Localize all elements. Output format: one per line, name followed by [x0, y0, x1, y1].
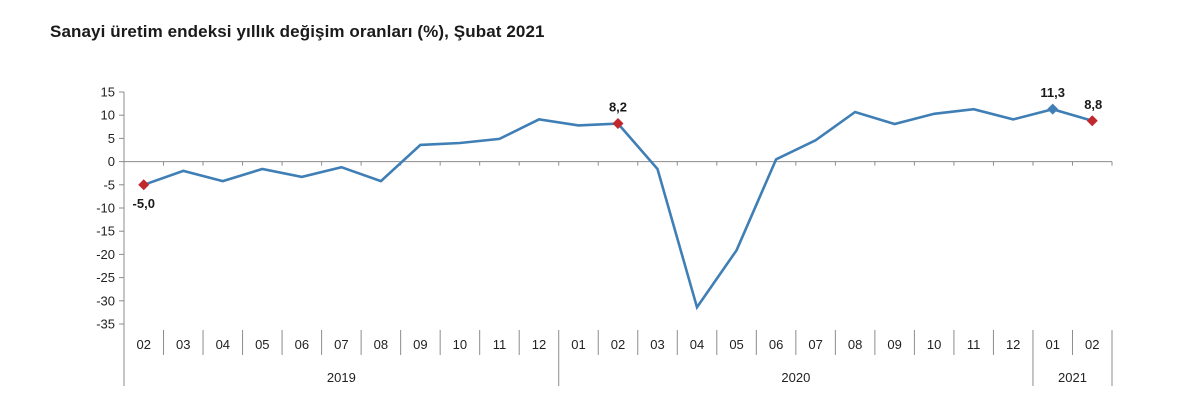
y-tick-label: -25: [96, 270, 115, 285]
x-tick-label: 08: [848, 337, 862, 352]
x-tick-label: 10: [927, 337, 941, 352]
data-label: 8,2: [609, 100, 627, 115]
x-tick-label: 01: [571, 337, 585, 352]
y-tick-label: -20: [96, 247, 115, 262]
year-group-label: 2021: [1058, 370, 1087, 385]
x-tick-label: 06: [769, 337, 783, 352]
x-tick-label: 03: [650, 337, 664, 352]
x-tick-label: 03: [176, 337, 190, 352]
data-markers: -5,0 8,2 11,3 8,8: [133, 85, 1103, 211]
x-tick-label: 01: [1045, 337, 1059, 352]
diamond-marker-icon: [1047, 103, 1059, 115]
x-tick-label: 09: [887, 337, 901, 352]
series-line: [143, 107, 1093, 311]
x-tick-label: 07: [334, 337, 348, 352]
y-tick-label: 15: [101, 85, 115, 100]
data-line: [143, 107, 1093, 311]
x-tick-label: 02: [1085, 337, 1099, 352]
x-tick-label: 05: [255, 337, 269, 352]
x-tick-label: 08: [374, 337, 388, 352]
x-axis: 02 03 04 05 06 07 08 09 10 11 12 01 02 03 04 05 06 07 08 09…: [124, 161, 1113, 386]
x-tick-label: 04: [216, 337, 230, 352]
y-tick-label: -35: [96, 317, 115, 332]
x-tick-label: 02: [611, 337, 625, 352]
x-tick-label: 04: [690, 337, 704, 352]
x-tick-label: 05: [729, 337, 743, 352]
x-tick-label: 02: [137, 337, 151, 352]
x-tick-label: 12: [1006, 337, 1020, 352]
y-tick-label: 10: [101, 108, 115, 123]
year-group-label: 2019: [327, 370, 356, 385]
year-group-label: 2020: [781, 370, 810, 385]
x-tick-label: 10: [453, 337, 467, 352]
diamond-marker-icon: [138, 179, 150, 191]
y-tick-label: 0: [108, 154, 115, 169]
x-tick-label: 07: [808, 337, 822, 352]
data-label: 8,8: [1084, 97, 1102, 112]
x-tick-label: 11: [967, 337, 981, 352]
x-tick-label: 06: [295, 337, 309, 352]
x-tick-label: 11: [493, 337, 507, 352]
data-label: 11,3: [1040, 85, 1065, 100]
x-tick-label: 12: [532, 337, 546, 352]
y-tick-label: 5: [108, 131, 115, 146]
diamond-marker-icon: [1086, 115, 1098, 127]
y-tick-label: -15: [96, 224, 115, 239]
y-axis: 15 10 5 0 -5 -10 -15 -20 -25 -30 -35: [96, 85, 125, 386]
y-tick-label: -10: [96, 201, 115, 216]
data-label: -5,0: [133, 196, 155, 211]
x-tick-label: 09: [413, 337, 427, 352]
diamond-marker-icon: [612, 118, 624, 130]
y-tick-label: -30: [96, 293, 115, 308]
chart-title: Sanayi üretim endeksi yıllık değişim ora…: [50, 22, 545, 41]
y-tick-label: -5: [103, 177, 115, 192]
